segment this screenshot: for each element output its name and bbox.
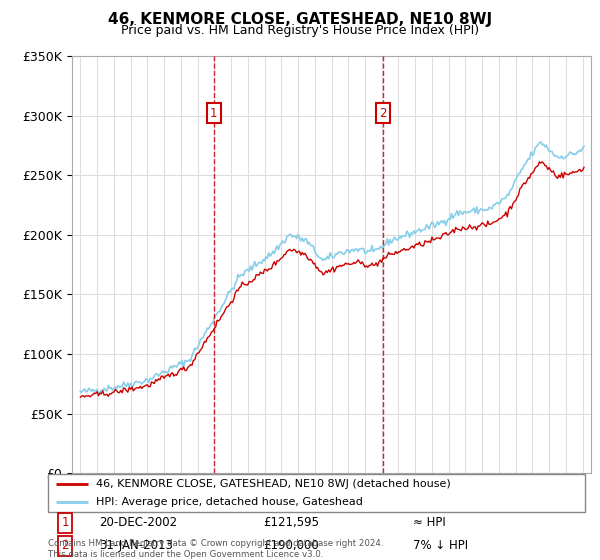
Text: ≈ HPI: ≈ HPI <box>413 516 446 529</box>
Text: £121,595: £121,595 <box>263 516 319 529</box>
Text: 46, KENMORE CLOSE, GATESHEAD, NE10 8WJ: 46, KENMORE CLOSE, GATESHEAD, NE10 8WJ <box>108 12 492 27</box>
Text: HPI: Average price, detached house, Gateshead: HPI: Average price, detached house, Gate… <box>97 497 363 507</box>
Text: 7% ↓ HPI: 7% ↓ HPI <box>413 539 468 552</box>
Text: 31-JAN-2013: 31-JAN-2013 <box>99 539 173 552</box>
Text: 1: 1 <box>61 516 69 529</box>
Text: 2: 2 <box>61 539 69 552</box>
Text: 46, KENMORE CLOSE, GATESHEAD, NE10 8WJ (detached house): 46, KENMORE CLOSE, GATESHEAD, NE10 8WJ (… <box>97 479 451 489</box>
Text: 20-DEC-2002: 20-DEC-2002 <box>99 516 177 529</box>
Text: 2: 2 <box>379 107 387 120</box>
Text: Contains HM Land Registry data © Crown copyright and database right 2024.
This d: Contains HM Land Registry data © Crown c… <box>48 539 383 559</box>
Text: Price paid vs. HM Land Registry's House Price Index (HPI): Price paid vs. HM Land Registry's House … <box>121 24 479 37</box>
Text: 1: 1 <box>210 107 218 120</box>
Text: £190,000: £190,000 <box>263 539 319 552</box>
FancyBboxPatch shape <box>48 474 585 512</box>
